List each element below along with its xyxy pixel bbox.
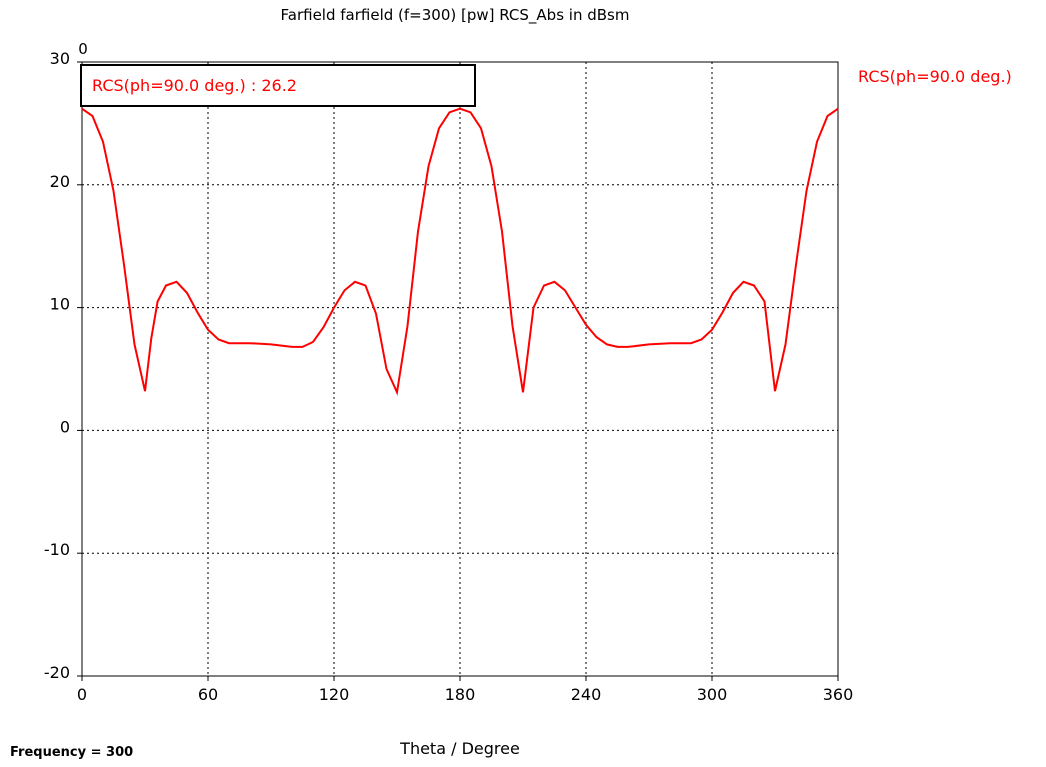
annotation-box: RCS(ph=90.0 deg.) : 26.2 xyxy=(80,64,476,107)
annotation-text: RCS(ph=90.0 deg.) : 26.2 xyxy=(92,76,297,95)
x-tick-label: 300 xyxy=(697,685,728,704)
x-tick-label: 0 xyxy=(77,685,87,704)
x-tick-label: 360 xyxy=(823,685,854,704)
y-tick-label: -20 xyxy=(44,663,70,682)
annotation-frame xyxy=(80,64,476,107)
y-tick-label: 20 xyxy=(50,172,70,191)
y-axis-ticks: -20 -10 0 10 20 30 xyxy=(44,49,82,682)
series-line-rcs xyxy=(81,107,839,396)
frequency-footer: Frequency = 300 xyxy=(10,745,133,760)
x-tick-label: 120 xyxy=(319,685,350,704)
x-tick-label: 240 xyxy=(571,685,602,704)
y-tick-label: 10 xyxy=(50,295,70,314)
y-tick-label: 30 xyxy=(50,49,70,68)
x-tick-label: 60 xyxy=(198,685,218,704)
y-tick-label: -10 xyxy=(44,540,70,559)
y-top-extra-label: 0 xyxy=(78,40,88,58)
legend-entry: RCS(ph=90.0 deg.) xyxy=(858,67,1012,86)
grid xyxy=(82,62,838,676)
chart-title: Farfield farfield (f=300) [pw] RCS_Abs i… xyxy=(281,6,630,25)
x-tick-label: 180 xyxy=(445,685,476,704)
x-axis-ticks: 0 60 120 180 240 300 360 xyxy=(77,676,853,704)
x-axis-label: Theta / Degree xyxy=(399,739,520,758)
y-tick-label: 0 xyxy=(60,417,70,436)
